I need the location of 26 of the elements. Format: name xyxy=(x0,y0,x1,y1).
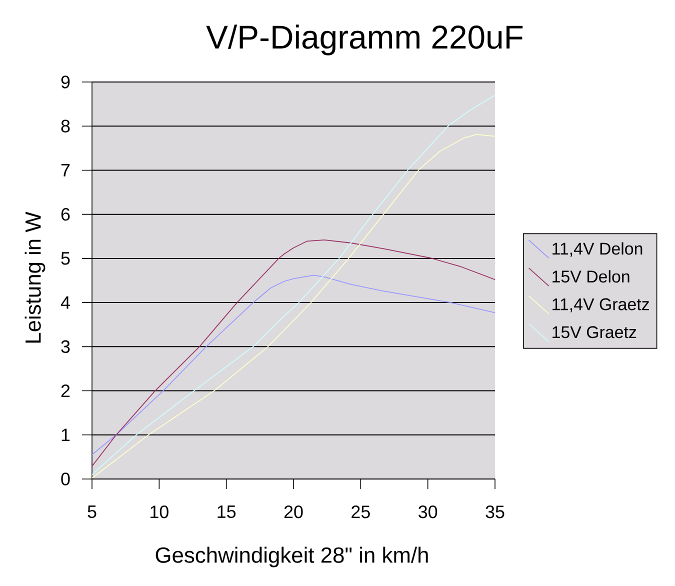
x-tick-label: 10 xyxy=(150,506,168,518)
y-tick-label: 3 xyxy=(61,340,70,354)
y-tick-label: 8 xyxy=(61,120,70,132)
y-axis-title: Leistung in W xyxy=(24,212,46,343)
y-tick-label: 5 xyxy=(61,252,70,265)
x-tick-label: 20 xyxy=(284,506,303,518)
chart-title: V/P-Diagramm 220uF xyxy=(206,24,523,56)
x-tick-label: 25 xyxy=(352,506,370,518)
x-tick-label: 15 xyxy=(218,506,236,518)
y-tick-label: 1 xyxy=(62,428,70,442)
x-axis-title: Geschwindigkeit 28" in km/h xyxy=(156,546,428,568)
line-series xyxy=(92,274,495,456)
x-tick-label: 30 xyxy=(418,506,438,518)
y-tick-label: 9 xyxy=(61,76,70,88)
y-tick-label: 0 xyxy=(61,472,70,486)
x-tick-label: 35 xyxy=(486,506,504,518)
y-tick-label: 6 xyxy=(61,208,70,221)
legend-label: 11,4V Delon xyxy=(552,242,642,257)
legend-label: 15V Delon xyxy=(552,270,630,283)
y-tick-label: 4 xyxy=(60,296,70,309)
line-series xyxy=(92,239,495,467)
x-tick-label: 5 xyxy=(88,506,96,518)
legend-label: 15V Graetz xyxy=(552,326,636,338)
legend-label: 11,4V Graetz xyxy=(552,298,649,312)
y-tick-label: 2 xyxy=(61,384,70,398)
y-tick-label: 7 xyxy=(61,164,70,176)
